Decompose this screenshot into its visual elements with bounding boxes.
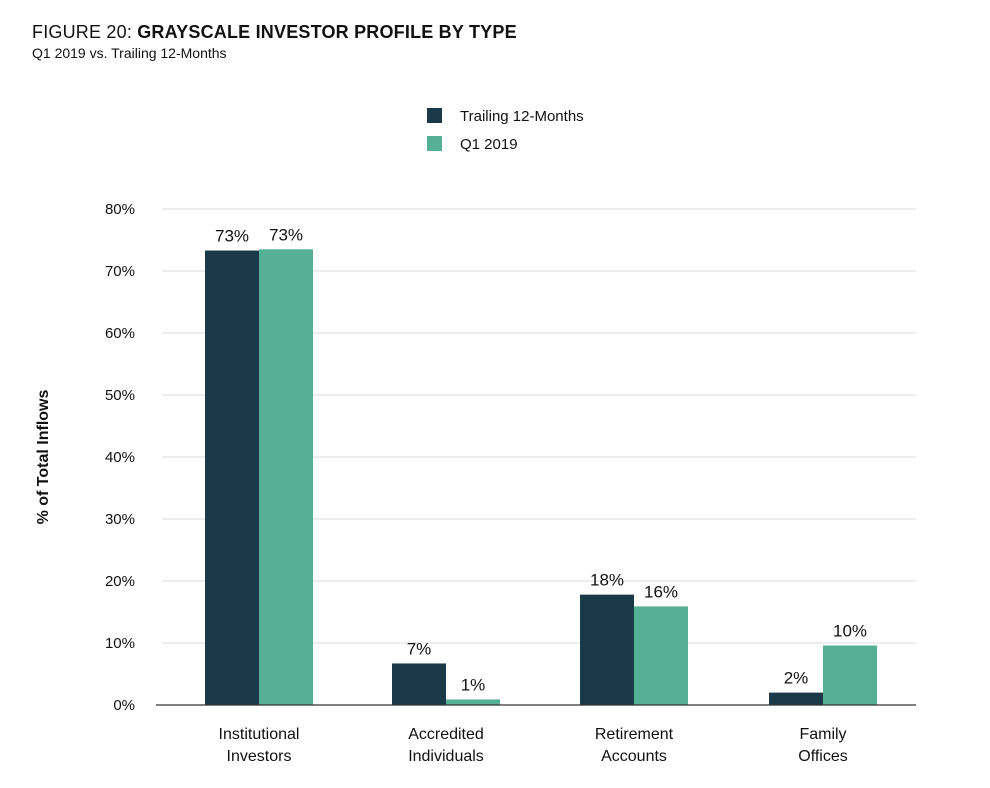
- data-label: 16%: [644, 582, 678, 601]
- y-tick-label: 50%: [105, 387, 135, 404]
- data-label: 7%: [407, 639, 432, 658]
- figure-number: FIGURE 20:: [32, 22, 138, 42]
- figure-subtitle: Q1 2019 vs. Trailing 12-Months: [32, 45, 227, 61]
- figure-main-title: GRAYSCALE INVESTOR PROFILE BY TYPE: [137, 22, 517, 42]
- figure-title: FIGURE 20: GRAYSCALE INVESTOR PROFILE BY…: [32, 22, 517, 43]
- data-label: 2%: [784, 669, 809, 688]
- legend-swatch: [427, 136, 442, 151]
- y-tick-label: 60%: [105, 325, 135, 342]
- x-tick-label: Family: [799, 726, 846, 743]
- bar: [769, 692, 823, 705]
- y-tick-label: 80%: [105, 201, 135, 218]
- x-tick-label: Investors: [227, 748, 292, 765]
- x-tick-label: Offices: [798, 748, 848, 765]
- bar: [205, 250, 259, 706]
- bar: [634, 606, 688, 705]
- data-label: 73%: [269, 225, 303, 244]
- y-tick-label: 40%: [105, 449, 135, 466]
- x-tick-label: Individuals: [408, 748, 484, 765]
- bar: [823, 645, 877, 705]
- y-tick-label: 10%: [105, 635, 135, 652]
- y-tick-label: 70%: [105, 263, 135, 280]
- y-tick-label: 30%: [105, 511, 135, 528]
- data-label: 10%: [833, 621, 867, 640]
- y-tick-label: 0%: [113, 697, 135, 714]
- bar: [580, 594, 634, 705]
- data-label: 1%: [461, 675, 486, 694]
- bar: [392, 663, 446, 705]
- y-tick-label: 20%: [105, 573, 135, 590]
- x-tick-label: Accredited: [408, 726, 484, 743]
- bar: [446, 699, 500, 705]
- legend-label: Q1 2019: [460, 136, 518, 153]
- data-label: 18%: [590, 571, 624, 590]
- x-tick-label: Retirement: [595, 726, 674, 743]
- legend-label: Trailing 12-Months: [460, 108, 584, 125]
- x-tick-label: Accounts: [601, 748, 667, 765]
- x-tick-label: Institutional: [219, 726, 300, 743]
- data-label: 73%: [215, 227, 249, 246]
- legend-swatch: [427, 108, 442, 123]
- bar: [259, 249, 313, 706]
- y-axis-title: % of Total Inflows: [35, 390, 52, 525]
